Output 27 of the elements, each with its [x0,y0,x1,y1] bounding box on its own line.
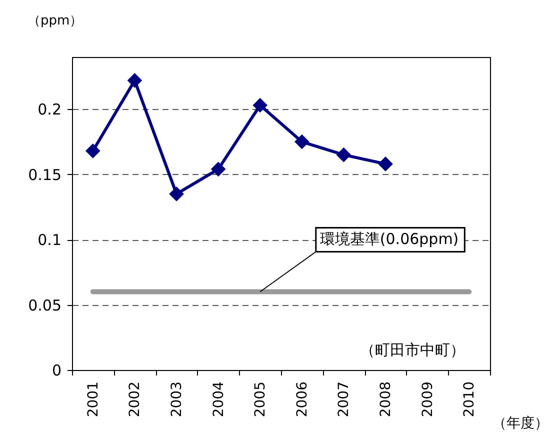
y-axis-title: （ppm） [28,14,83,28]
x-tick-label: 2008 [378,382,394,418]
x-tick-label: 2002 [127,382,144,418]
x-tick-label: 2005 [252,382,269,418]
point [336,147,352,162]
y-tick-label: 0.2 [38,100,62,119]
y-tick-label: 0.05 [28,296,62,314]
point [378,156,393,172]
x-tick-label: 2004 [210,381,227,418]
annotation: （町田市中町） [360,341,465,359]
point [127,73,142,88]
x-tick-label: 2003 [169,382,185,418]
x-axis-title: （年度） [492,416,547,432]
point [294,134,310,150]
x-tick-label: 2006 [294,381,310,418]
ref-line-label: 環境基準(0.06ppm) [320,230,459,248]
point [210,162,226,177]
point [169,186,184,202]
y-tick-label: 0.15 [28,166,62,184]
x-tick-label: 2001 [85,382,102,418]
y-tick-label: 0 [52,362,62,380]
x-tick-label: 2010 [462,382,478,418]
y-tick-label: 0.1 [38,231,62,250]
point [85,143,100,158]
point [252,98,268,113]
x-tick-label: 2009 [420,382,436,418]
x-tick-label: 2007 [336,382,352,418]
